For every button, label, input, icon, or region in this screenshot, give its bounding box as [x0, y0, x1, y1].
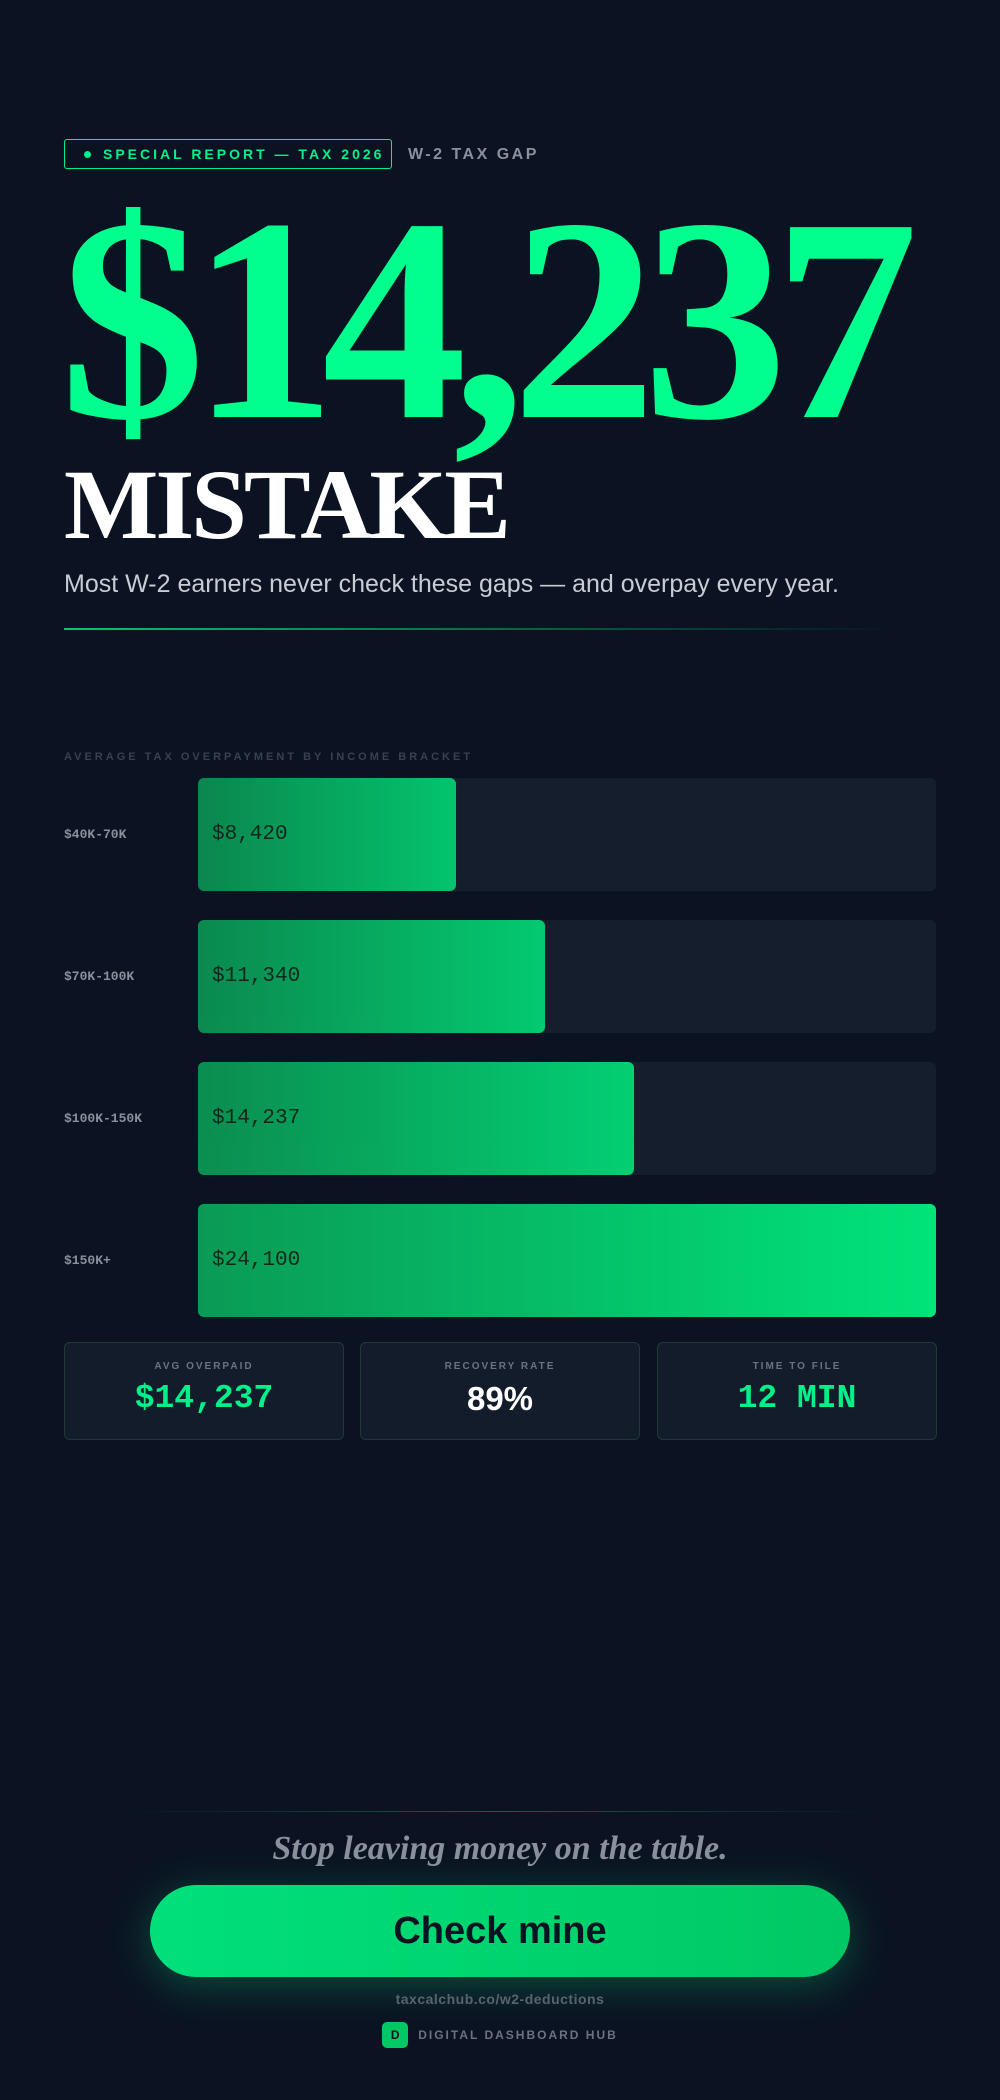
- subtitle: Most W-2 earners never check these gaps …: [64, 570, 839, 598]
- bar-track: $24,100: [198, 1204, 936, 1317]
- bar-track: $14,237: [198, 1062, 936, 1175]
- category-label: $100K-150K: [64, 1110, 143, 1126]
- badge: SPECIAL REPORT — TAX 2026: [64, 139, 392, 169]
- tag: W-2 TAX GAP: [408, 146, 539, 163]
- stat-value: 89%: [466, 1380, 534, 1417]
- stat-label: TIME TO FILE: [752, 1361, 842, 1372]
- stat-value: 12 MIN: [737, 1380, 857, 1417]
- stat-card: AVG OVERPAID $14,237: [64, 1342, 344, 1440]
- brand: D DIGITAL DASHBOARD HUB: [0, 2022, 1000, 2048]
- cta-button[interactable]: Check mine: [150, 1885, 850, 1977]
- category-label: $40K-70K: [64, 826, 127, 842]
- category-label: $150K+: [64, 1252, 111, 1268]
- bar-track: $8,420: [198, 778, 936, 891]
- category-label: $70K-100K: [64, 968, 135, 984]
- value-label: $24,100: [212, 1249, 301, 1272]
- stat-value: $14,237: [134, 1380, 274, 1417]
- value-label: $14,237: [212, 1107, 301, 1130]
- stat-label: AVG OVERPAID: [154, 1361, 254, 1372]
- hero-word: MISTAKE: [64, 449, 511, 560]
- hero-amount: $14,237: [60, 159, 918, 480]
- bar: $8,420: [198, 778, 456, 891]
- bar: $11,340: [198, 920, 546, 1033]
- url[interactable]: taxcalchub.co/w2-deductions: [395, 1991, 605, 2007]
- tagline: Stop leaving money on the table.: [272, 1830, 728, 1867]
- stat-label: RECOVERY RATE: [444, 1361, 556, 1372]
- bar: $14,237: [198, 1062, 634, 1175]
- brand-icon: D: [382, 2022, 409, 2048]
- value-label: $8,420: [212, 823, 288, 846]
- bar-track: $11,340: [198, 920, 936, 1033]
- badge-dot: [84, 150, 91, 158]
- value-label: $11,340: [212, 965, 301, 988]
- stat-card: RECOVERY RATE 89%: [360, 1342, 640, 1440]
- badge-text: SPECIAL REPORT — TAX 2026: [103, 146, 385, 162]
- brand-name: DIGITAL DASHBOARD HUB: [418, 2028, 618, 2042]
- chart-title: AVERAGE TAX OVERPAYMENT BY INCOME BRACKE…: [64, 751, 474, 763]
- stat-card: TIME TO FILE 12 MIN: [657, 1342, 937, 1440]
- bar: $24,100: [198, 1204, 936, 1317]
- divider: [130, 1811, 870, 1812]
- divider: [64, 628, 890, 630]
